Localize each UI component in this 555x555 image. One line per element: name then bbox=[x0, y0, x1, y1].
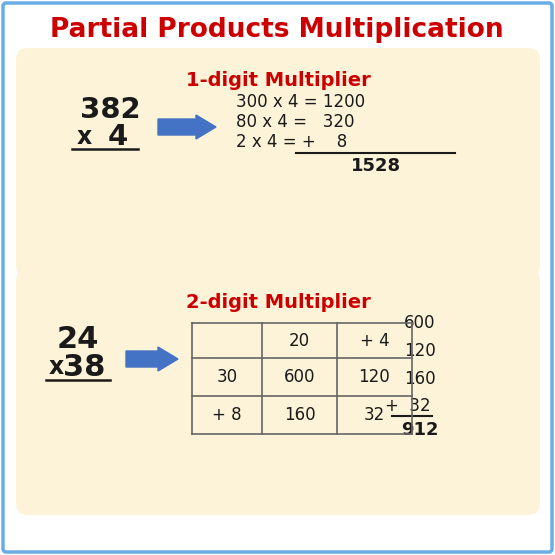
FancyArrow shape bbox=[126, 347, 178, 371]
Text: 600: 600 bbox=[404, 314, 436, 332]
Text: 20: 20 bbox=[289, 331, 310, 350]
Text: 600: 600 bbox=[284, 368, 315, 386]
Text: 4: 4 bbox=[108, 123, 128, 151]
Text: x: x bbox=[77, 125, 92, 149]
Text: 160: 160 bbox=[404, 370, 436, 387]
FancyBboxPatch shape bbox=[3, 3, 552, 552]
Text: 1528: 1528 bbox=[351, 157, 401, 175]
Text: 80 x 4 =   320: 80 x 4 = 320 bbox=[236, 113, 355, 131]
Text: 120: 120 bbox=[359, 368, 390, 386]
Text: + 4: + 4 bbox=[360, 331, 389, 350]
FancyBboxPatch shape bbox=[16, 269, 540, 515]
Text: 1-digit Multiplier: 1-digit Multiplier bbox=[185, 70, 370, 89]
Text: 912: 912 bbox=[401, 421, 439, 439]
Text: 32: 32 bbox=[364, 406, 385, 424]
Text: 30: 30 bbox=[216, 368, 238, 386]
FancyArrow shape bbox=[158, 115, 216, 139]
Text: 38: 38 bbox=[63, 352, 105, 381]
FancyBboxPatch shape bbox=[16, 48, 540, 277]
Text: 24: 24 bbox=[57, 325, 99, 355]
Text: 2-digit Multiplier: 2-digit Multiplier bbox=[185, 292, 370, 311]
Text: 300 x 4 = 1200: 300 x 4 = 1200 bbox=[236, 93, 365, 111]
Text: 2 x 4 = +    8: 2 x 4 = + 8 bbox=[236, 133, 347, 151]
Text: 160: 160 bbox=[284, 406, 315, 424]
Text: +  32: + 32 bbox=[385, 397, 431, 415]
Text: 382: 382 bbox=[80, 96, 140, 124]
Text: x: x bbox=[48, 355, 64, 379]
Text: 120: 120 bbox=[404, 342, 436, 360]
Text: + 8: + 8 bbox=[212, 406, 242, 424]
Text: Partial Products Multiplication: Partial Products Multiplication bbox=[50, 17, 504, 43]
